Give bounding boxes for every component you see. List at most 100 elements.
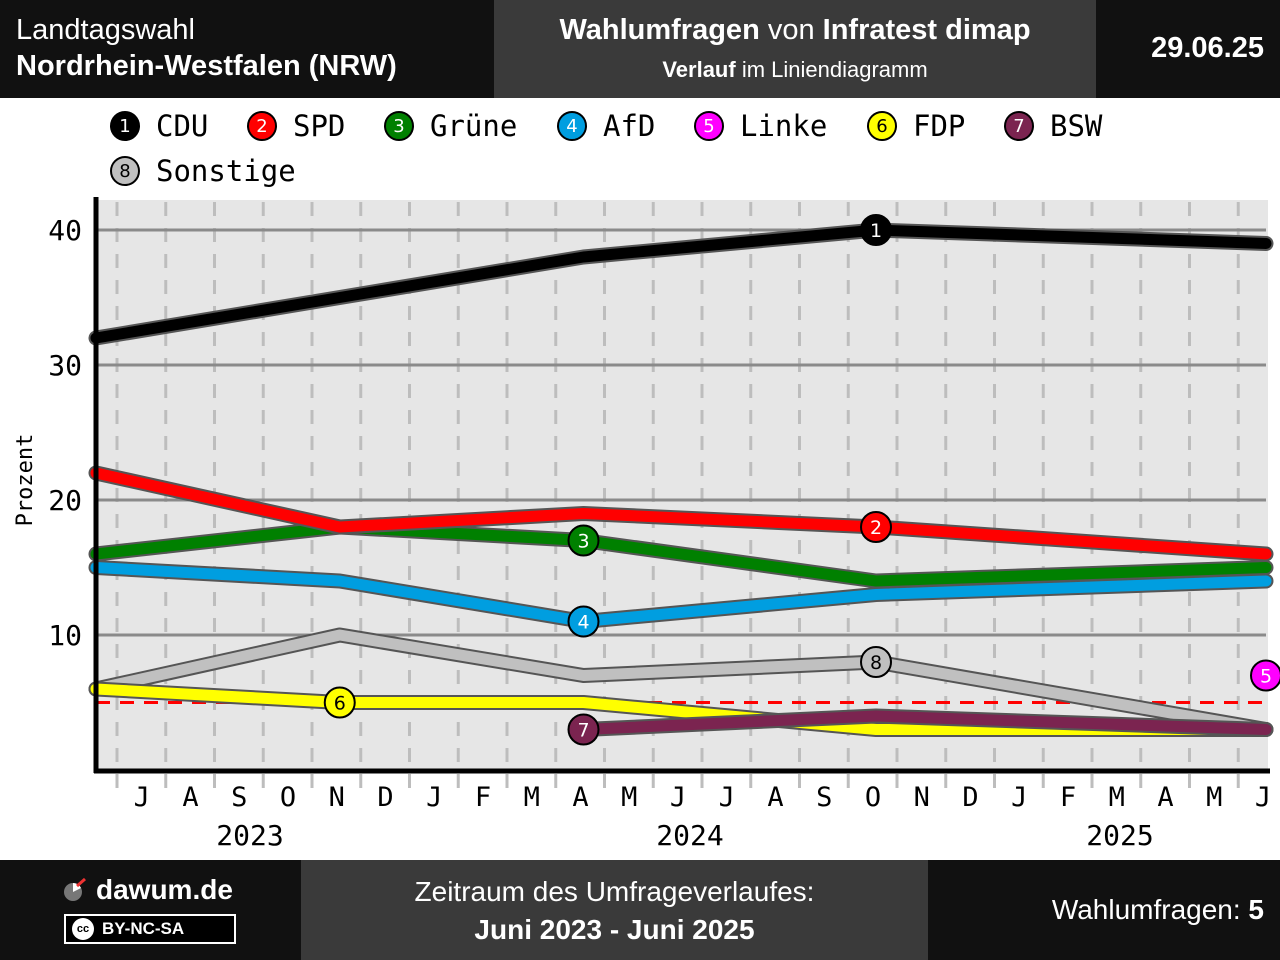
x-tick-label: M	[524, 782, 540, 813]
x-tick-label: S	[231, 782, 247, 813]
x-tick-label: J	[670, 782, 686, 813]
series-marker-sonstige	[860, 646, 892, 678]
election-type: Landtagswahl	[16, 14, 195, 46]
series-marker-label: 1	[870, 220, 882, 242]
legend-label: BSW	[1050, 109, 1103, 143]
x-tick-label: D	[962, 782, 978, 813]
header-title-block: Landtagswahl Nordrhein-Westfalen (NRW)	[0, 0, 494, 98]
legend-label: CDU	[156, 109, 209, 143]
x-tick-label: J	[719, 782, 735, 813]
x-tick-label: M	[1206, 782, 1222, 813]
series-marker-label: 8	[870, 652, 882, 674]
logo-icon	[64, 877, 86, 901]
series-marker-label: 6	[334, 693, 346, 715]
legend-badge: 8	[110, 156, 140, 186]
series-marker-label: 3	[577, 531, 589, 553]
legend-label: Grüne	[430, 109, 518, 143]
license-badge[interactable]: cc BY-NC-SA	[64, 914, 236, 944]
x-tick-label: O	[280, 782, 296, 813]
legend-item-afd[interactable]: 4 AfD	[557, 109, 655, 143]
legend-item-gruene[interactable]: 3 Grüne	[384, 109, 517, 143]
series-marker-label: 4	[577, 612, 589, 634]
x-tick-label: O	[865, 782, 881, 813]
year-label: 2025	[1086, 819, 1153, 852]
series-line-sonstige	[90, 629, 1272, 735]
series-line-bsw	[578, 710, 1272, 735]
legend-item-fdp[interactable]: 6 FDP	[867, 109, 965, 143]
x-tick-label: J	[426, 782, 442, 813]
x-tick-label: S	[816, 782, 832, 813]
legend-badge: 4	[557, 111, 587, 141]
series-marker-label: 7	[577, 720, 589, 742]
year-label: 2024	[656, 819, 723, 852]
legend-badge: 3	[384, 111, 414, 141]
legend-item-cdu[interactable]: 1 CDU	[110, 109, 208, 143]
series-line-cdu	[90, 224, 1272, 344]
legend-label: Linke	[740, 109, 828, 143]
x-tick-label: A	[182, 782, 198, 813]
line-chart: 8 6 7 4 3 2 1 5 10 20 30 40 Prozent J A S O N D J F M A M J J A…	[13, 197, 1280, 852]
legend-badge: 6	[867, 111, 897, 141]
cc-icon: cc	[72, 918, 94, 940]
legend: 1 CDU 2 SPD 3 Grüne 4 AfD 5 Linke 6 FDP …	[0, 100, 1280, 200]
election-region: Nordrhein-Westfalen (NRW)	[16, 50, 397, 82]
legend-item-linke[interactable]: 5 Linke	[694, 109, 827, 143]
series-marker-bsw	[567, 713, 600, 746]
brand[interactable]: dawum.de	[62, 874, 233, 906]
legend-label: FDP	[913, 109, 966, 143]
footer-period-block: Zeitraum des Umfrageverlaufes: Juni 2023…	[301, 860, 928, 960]
series-marker-linke	[1250, 659, 1280, 692]
y-axis-label: Prozent	[13, 434, 38, 527]
y-tick-labels: 10 20 30 40	[48, 214, 82, 652]
series-line-spd	[90, 467, 1272, 560]
header-subtitle-block: Wahlumfragen von Infratest dimap Verlauf…	[494, 0, 1096, 98]
x-tick-label: F	[475, 782, 491, 813]
x-tick-label: N	[329, 782, 345, 813]
series-marker-spd	[860, 511, 892, 543]
legend-label: SPD	[293, 109, 346, 143]
x-tick-label: D	[377, 782, 393, 813]
series-marker-label: 2	[870, 517, 882, 539]
legend-label: AfD	[603, 109, 656, 143]
period-value: Juni 2023 - Juni 2025	[474, 914, 755, 945]
legend-item-spd[interactable]: 2 SPD	[247, 109, 345, 143]
series-marker-grüne	[567, 524, 600, 557]
series-marker-label: 5	[1260, 666, 1272, 688]
y-tick-label: 40	[48, 214, 82, 247]
series-markers: 8 6 7 4 3 2 1 5	[323, 214, 1280, 746]
x-tick-label: A	[767, 782, 783, 813]
header-date-block: 29.06.25	[1096, 0, 1280, 98]
year-labels: 2023 2024 2025	[216, 819, 1153, 852]
x-tick-label: N	[914, 782, 930, 813]
footer-brand-block: dawum.de cc BY-NC-SA	[0, 860, 301, 960]
legend-label: Sonstige	[156, 154, 296, 188]
legend-badge: 5	[694, 111, 724, 141]
chart-heading: Wahlumfragen von Infratest dimap	[559, 14, 1031, 46]
legend-badge: 2	[247, 111, 277, 141]
series-marker-cdu	[860, 214, 892, 246]
x-tick-label: M	[1109, 782, 1125, 813]
x-tick-label: A	[572, 782, 588, 813]
period-label: Zeitraum des Umfrageverlaufes:	[414, 876, 815, 907]
date-label: 29.06.25	[1151, 32, 1264, 64]
y-tick-label: 30	[48, 349, 82, 382]
poll-count: Wahlumfragen: 5	[1051, 894, 1264, 925]
legend-badge: 1	[110, 111, 140, 141]
series-line-fdp	[90, 683, 1272, 735]
x-tick-label: F	[1060, 782, 1076, 813]
y-tick-label: 10	[48, 619, 82, 652]
x-tick-label: J	[134, 782, 150, 813]
legend-badge: 7	[1004, 111, 1034, 141]
series-marker-afd	[567, 605, 600, 638]
y-tick-label: 20	[48, 484, 82, 517]
legend-item-bsw[interactable]: 7 BSW	[1004, 109, 1102, 143]
year-label: 2023	[216, 819, 283, 852]
x-tick-label: J	[1255, 782, 1271, 813]
footer-count-block: Wahlumfragen: 5	[928, 860, 1280, 960]
x-tick-label: A	[1157, 782, 1173, 813]
series-marker-fdp	[323, 686, 356, 719]
chart-subheading: Verlauf im Liniendiagramm	[662, 57, 928, 82]
legend-item-sonstige[interactable]: 8 Sonstige	[110, 154, 296, 188]
x-tick-label: M	[621, 782, 637, 813]
